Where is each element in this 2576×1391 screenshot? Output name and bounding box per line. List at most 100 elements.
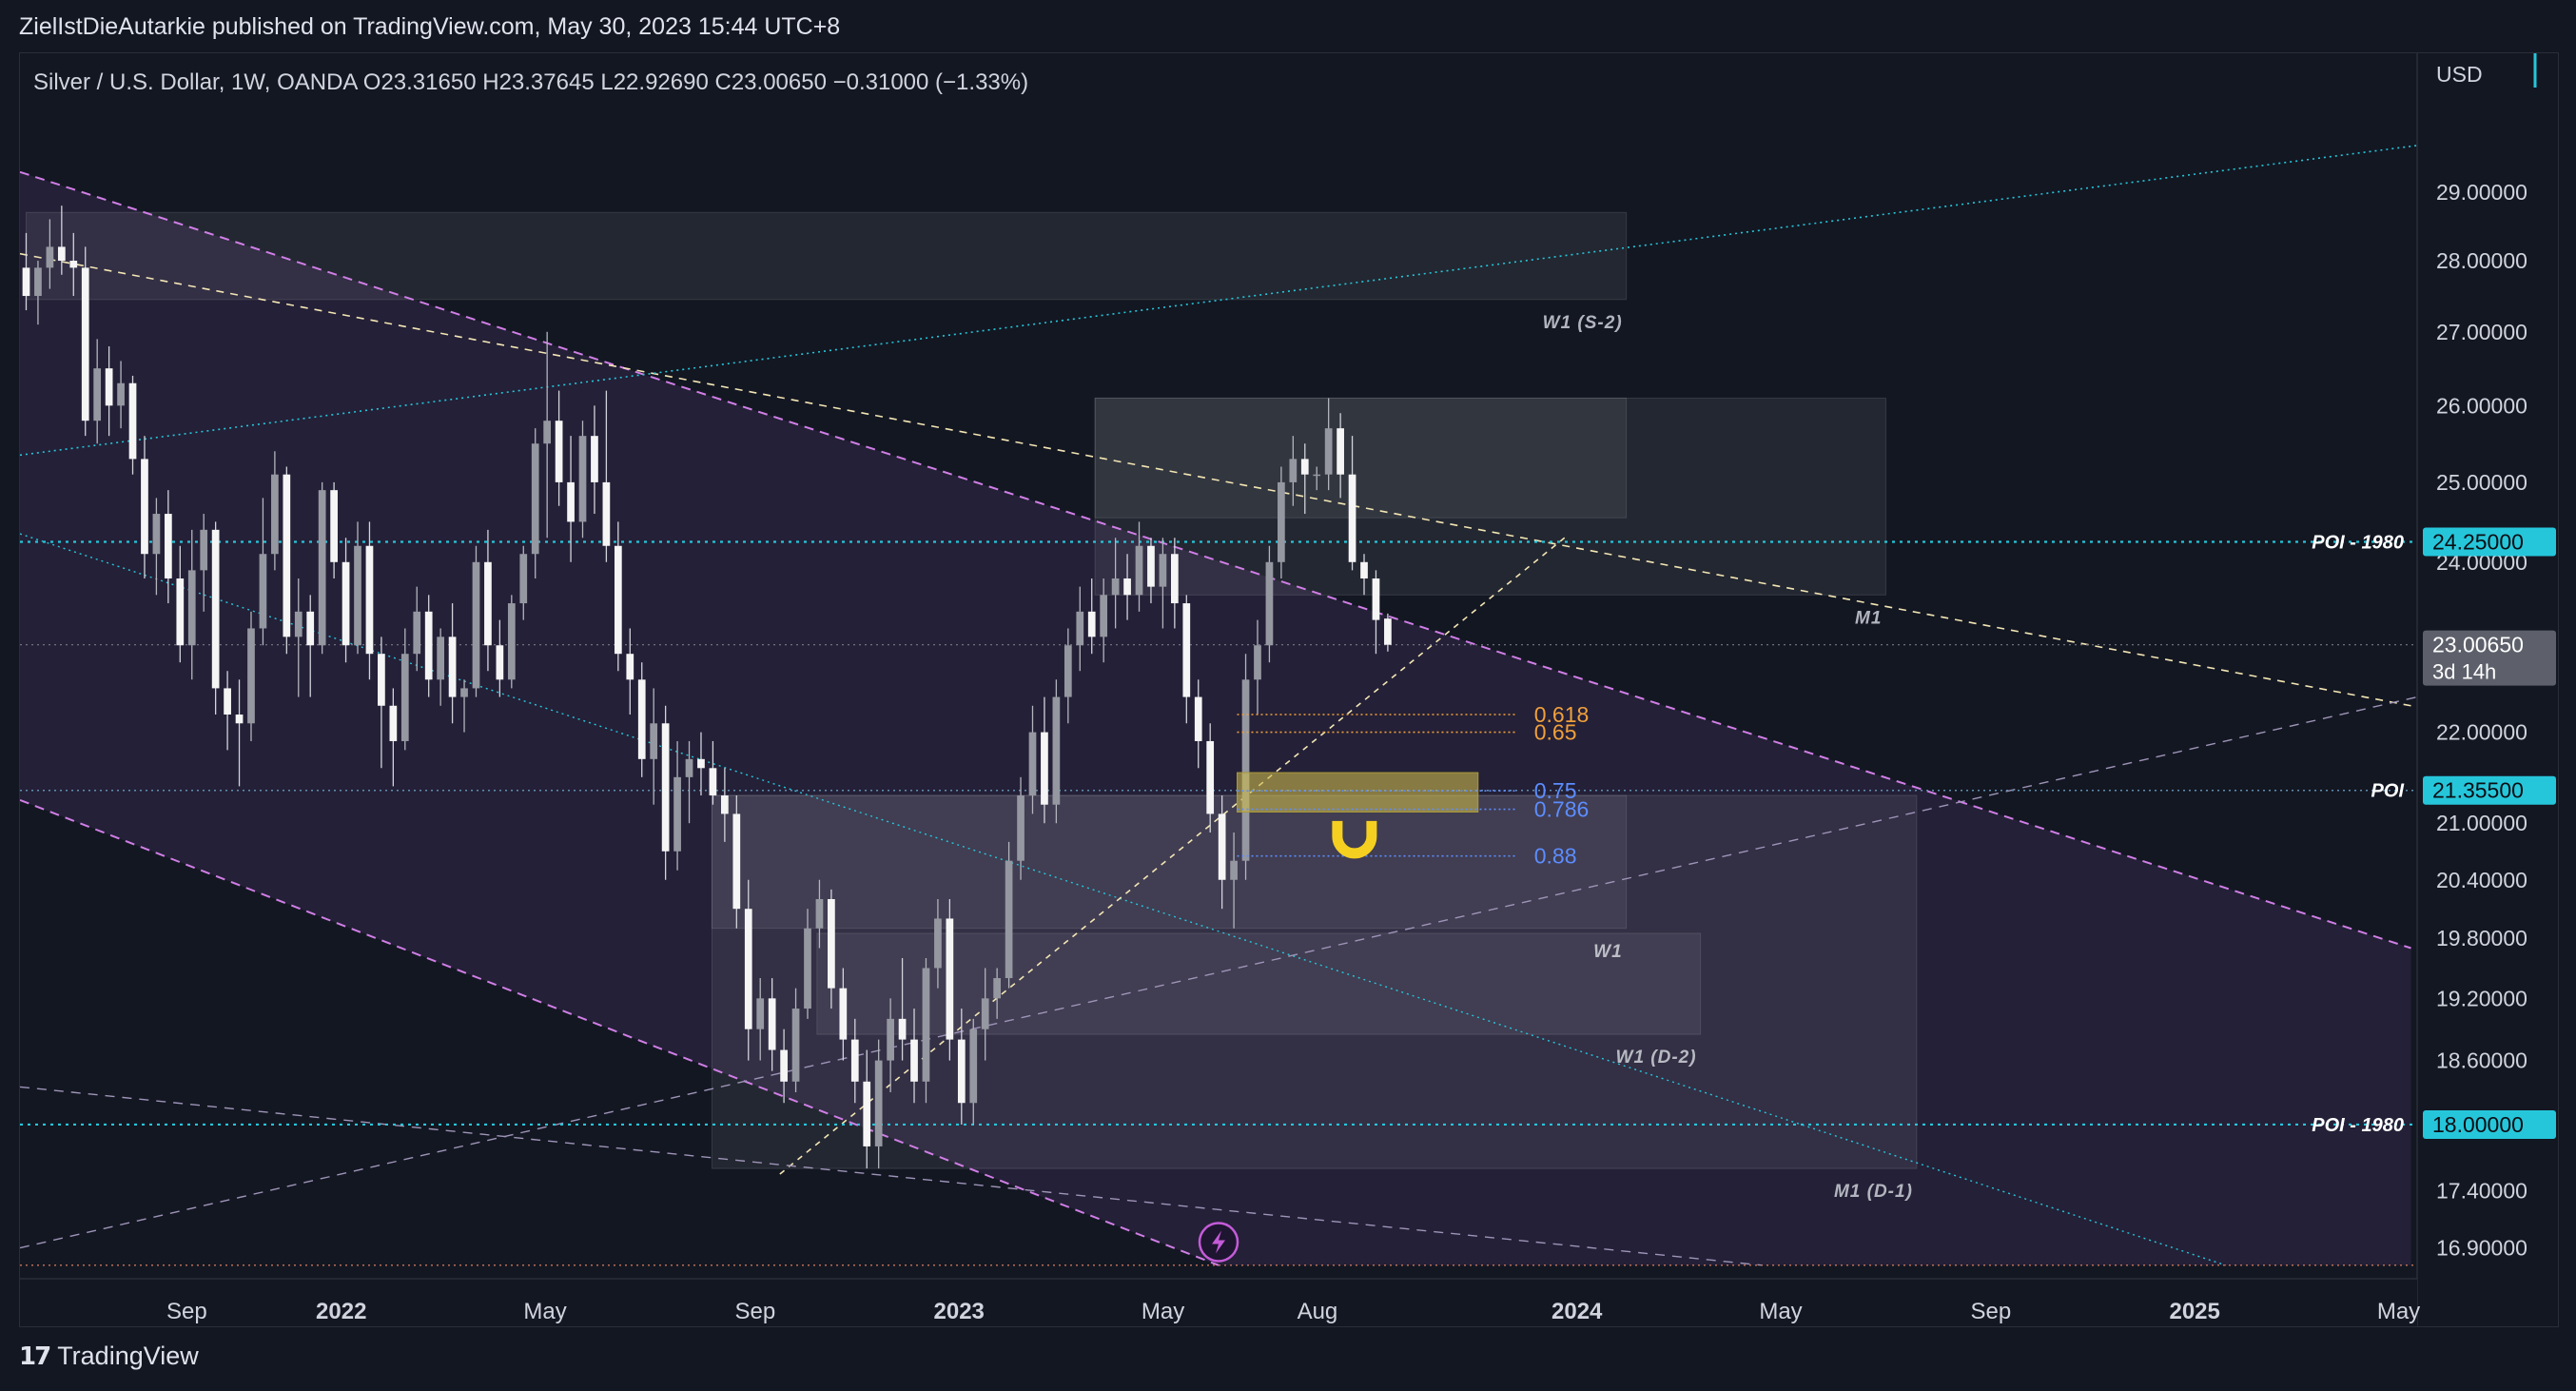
candle (756, 978, 765, 1061)
candle-body (863, 1081, 871, 1146)
candle (1111, 538, 1120, 629)
candle (768, 978, 776, 1071)
candle-body (176, 578, 185, 646)
candle-body (804, 928, 811, 1009)
candle (1087, 578, 1096, 655)
candle (555, 390, 563, 506)
candle (697, 732, 705, 796)
candle (354, 521, 361, 655)
candle-body (543, 421, 552, 444)
time-tick-label: 2025 (2169, 1299, 2219, 1324)
axis-layer: USD 29.00000 28.00000 27.00000 26.00000 25.00… (20, 53, 2558, 1326)
fib-level-label: 0.65 (1534, 720, 1577, 745)
candle (330, 481, 338, 578)
candle-body (555, 421, 563, 482)
candle-body (365, 545, 374, 655)
candle (898, 957, 907, 1061)
candle (1182, 595, 1191, 724)
candle (1230, 832, 1238, 929)
candle-body (378, 654, 385, 706)
candle-body (1100, 595, 1108, 637)
candle (578, 421, 587, 539)
tradingview-logo[interactable]: 𝟭𝟳 TradingView (19, 1342, 199, 1371)
candle-body (957, 1039, 966, 1104)
candle (850, 1018, 859, 1104)
candle (342, 538, 350, 663)
candle (709, 740, 717, 805)
candle (46, 219, 54, 289)
candle-body (448, 637, 457, 697)
low-value: 22.92690 (614, 69, 715, 95)
price-tag-label: 23.00650 (2432, 633, 2524, 657)
candle-body (887, 1018, 894, 1061)
candle-body (1241, 679, 1250, 861)
candle (460, 679, 468, 733)
magnet-icon (1332, 820, 1377, 859)
candle (1017, 776, 1025, 880)
candle-body (354, 545, 361, 646)
candle-body (531, 443, 539, 555)
chart-panel[interactable]: W1 (S-2) M1 W1 W1 (D-2) M1 (D-1) POI - 1980 P… (19, 52, 2559, 1327)
candle (993, 968, 1002, 1019)
candle-body (1123, 578, 1131, 596)
level-label: POI (2371, 781, 2405, 802)
time-tick-label: May (1142, 1299, 1184, 1324)
candle (176, 545, 185, 663)
candle-body (1313, 474, 1321, 477)
candle-body (946, 918, 954, 1040)
candle (614, 521, 622, 672)
price-tick-label: 19.20000 (2436, 986, 2527, 1010)
candle (34, 261, 42, 325)
candle (661, 705, 670, 880)
candle-body (709, 768, 717, 796)
candle (389, 688, 398, 787)
candle (685, 740, 693, 824)
candle-body (732, 813, 741, 910)
candle-body (874, 1060, 883, 1146)
candle-body (673, 776, 681, 852)
candle (318, 481, 326, 655)
candle-body (34, 267, 42, 297)
candle-body (626, 654, 634, 680)
candle-body (105, 368, 113, 406)
candle-body (922, 968, 930, 1082)
candle-body (1111, 578, 1120, 596)
candle-body (850, 1039, 859, 1082)
candle (531, 428, 539, 578)
high-value: 23.37645 (499, 69, 601, 95)
candle (567, 436, 575, 562)
candle-body (247, 628, 255, 724)
candle (472, 545, 480, 697)
candle-body (1230, 860, 1238, 880)
falling-trendline (20, 533, 2226, 1266)
time-tick-label: Sep (1971, 1299, 2012, 1324)
candle (1278, 466, 1285, 578)
candle-body (400, 654, 409, 741)
candle-body (1265, 561, 1274, 646)
candle (1206, 723, 1215, 833)
candle (365, 521, 374, 680)
zone-box (1094, 397, 1628, 519)
candle (141, 436, 148, 578)
candle-body (519, 554, 528, 604)
candle (1028, 705, 1037, 814)
candle-body (614, 545, 622, 655)
price-tick-label: 27.00000 (2436, 320, 2527, 344)
candle-body (1147, 545, 1155, 587)
candle (187, 529, 196, 680)
zone-box (711, 794, 1628, 930)
price-tick-label: 19.80000 (2436, 926, 2527, 950)
candle-body (637, 679, 646, 759)
time-tick-label: 2023 (934, 1299, 985, 1324)
candle (721, 768, 729, 842)
price-chart[interactable]: W1 (S-2) M1 W1 W1 (D-2) M1 (D-1) POI - 1980 P… (20, 53, 2558, 1326)
candle-body (507, 603, 516, 680)
price-tag-label: 24.25000 (2432, 530, 2524, 555)
candle (1218, 795, 1226, 910)
candle-body (744, 909, 752, 1029)
candle (1324, 398, 1333, 491)
lightning-bolt (1212, 1230, 1225, 1254)
level-label: POI - 1980 (2312, 1115, 2404, 1136)
price-tick-label: 20.40000 (2436, 868, 2527, 892)
candle (673, 740, 681, 871)
